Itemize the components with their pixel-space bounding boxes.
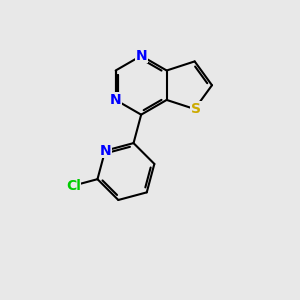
Text: S: S bbox=[191, 102, 201, 116]
Text: N: N bbox=[135, 49, 147, 63]
Text: N: N bbox=[110, 93, 122, 107]
Text: Cl: Cl bbox=[66, 178, 81, 193]
Text: N: N bbox=[99, 144, 111, 158]
